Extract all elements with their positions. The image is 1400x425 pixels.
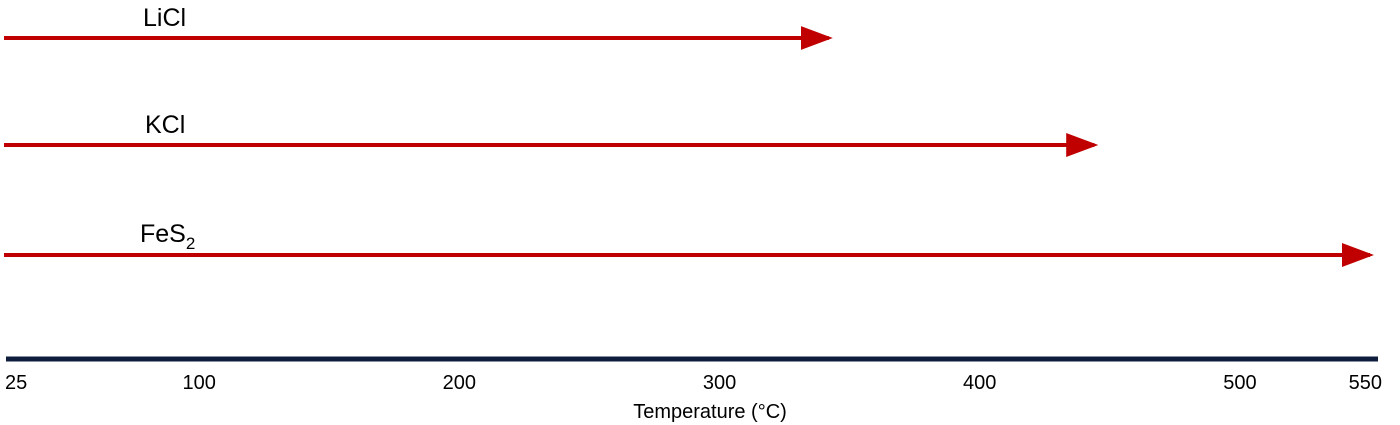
series-label-text: FeS [140, 220, 186, 248]
series-label-text: LiCl [143, 4, 186, 32]
x-tick-label: 400 [963, 372, 996, 394]
series-label: KCl [145, 111, 185, 139]
series-fes2: FeS2 [4, 220, 1374, 267]
x-axis-title: Temperature (°C) [633, 401, 787, 423]
series-kcl: KCl [4, 111, 1099, 157]
series-label-subscript: 2 [186, 234, 195, 253]
x-tick-label: 25 [5, 372, 27, 394]
series-licl: LiCl [4, 4, 833, 50]
series-label-text: KCl [145, 111, 185, 139]
x-tick-label: 200 [443, 372, 476, 394]
series-layer: LiCl KCl FeS2 [4, 4, 1374, 267]
x-tick-label: 100 [182, 372, 215, 394]
series-label: FeS2 [140, 220, 195, 253]
x-tick-label: 500 [1223, 372, 1256, 394]
series-label: LiCl [143, 4, 186, 32]
x-tick-labels: 25 100 200 300 400 500 550 [5, 372, 1382, 394]
x-tick-label: 550 [1349, 372, 1382, 394]
x-tick-label: 300 [703, 372, 736, 394]
